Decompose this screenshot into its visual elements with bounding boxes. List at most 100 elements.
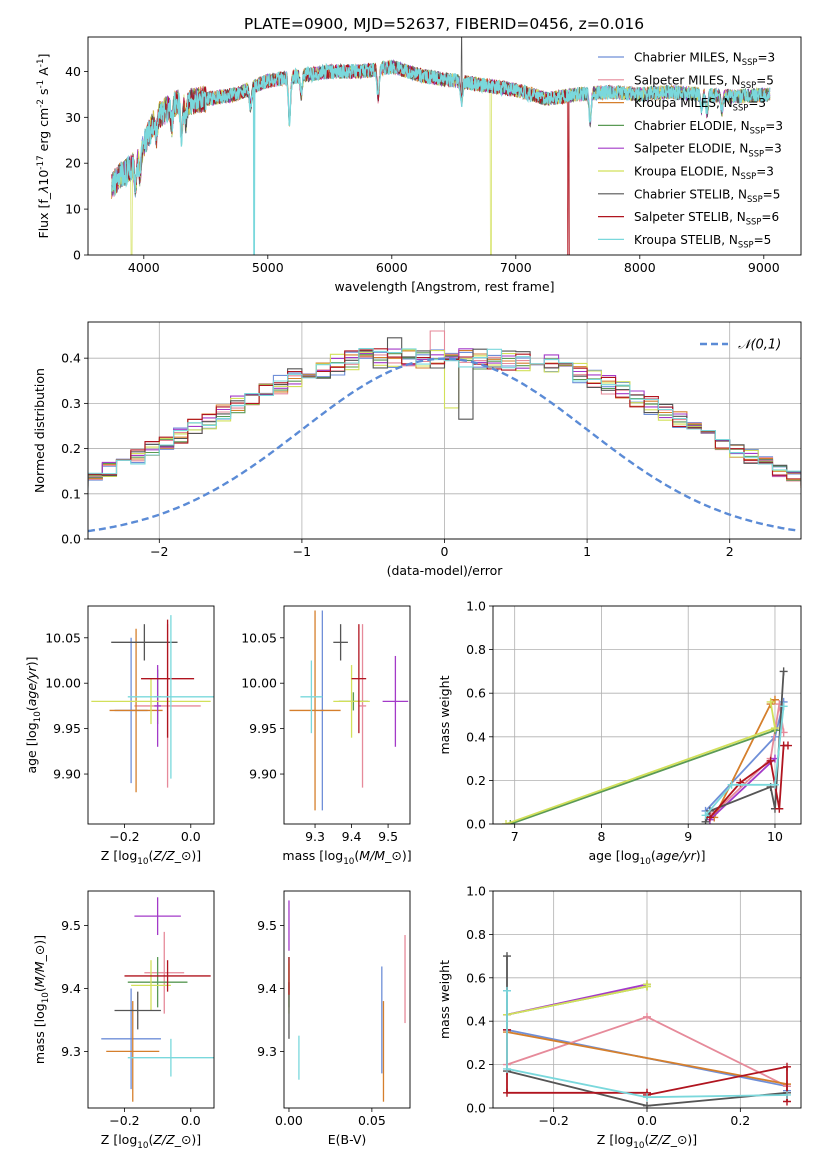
y-tick-label: 9.95 <box>53 721 81 736</box>
y-tick-label: 10.00 <box>45 676 81 691</box>
plot-area <box>101 897 214 1102</box>
x-axis-label: wavelength [Angstrom, rest frame] <box>334 279 554 294</box>
plot-area <box>503 952 791 1108</box>
y-tick-label: 9.90 <box>53 767 81 782</box>
x-tick-label: 0.0 <box>181 829 201 844</box>
x-tick-label: −2 <box>150 544 168 559</box>
subscript: 10 <box>343 857 355 867</box>
text-run: mass [log <box>32 1003 47 1064</box>
text-run: Salpeter ELODIE, N <box>634 142 748 156</box>
mass-weight-marker-c7 <box>766 756 775 765</box>
subscript: SSP <box>733 103 749 113</box>
x-axis-label: E(B-V) <box>328 1132 367 1147</box>
text-run: )] <box>24 656 39 666</box>
y-tick-label: 0.2 <box>466 1057 486 1072</box>
mass-vs-extinction-panel: 0.00 0.05 9.3 9.4 9.5 E(B-V) <box>257 890 411 1147</box>
text-run: Z [log <box>597 1132 633 1147</box>
text-run: 10 <box>36 170 51 186</box>
plot-area <box>110 37 771 255</box>
y-axis-label: mass [log10​(M/M_⊙)] <box>32 935 51 1064</box>
text-run: E(B-V) <box>328 1132 367 1147</box>
x-axis-label: Z [log10​(Z/Z_⊙)] <box>101 1132 201 1151</box>
subscript: SSP <box>742 57 758 67</box>
text-run: Chabrier ELODIE, N <box>634 119 750 133</box>
superscript: -1 <box>36 58 46 67</box>
legend-label: Kroupa STELIB, NSSP​=5 <box>634 233 771 250</box>
text-run: A <box>36 67 51 80</box>
text-run: ( <box>148 848 153 863</box>
x-tick-label: 0.2 <box>730 1113 750 1128</box>
y-tick-label: 9.4 <box>257 981 277 996</box>
y-tick-label: 9.4 <box>61 981 81 996</box>
y-tick-label: 0.3 <box>61 396 81 411</box>
x-tick-label: 9 <box>684 829 692 844</box>
superscript: -1 <box>36 80 46 89</box>
y-tick-label: 9.5 <box>257 918 277 933</box>
histogram-series-c8 <box>88 348 801 489</box>
math-run: age/yr <box>656 848 697 863</box>
mass-weight-line-c8 <box>704 706 785 816</box>
x-tick-label: −0.2 <box>109 1113 139 1128</box>
y-axis-label: Normed distribution <box>32 368 47 493</box>
mass-weight-line-c5 <box>505 701 777 824</box>
mass-weight-marker-c8 <box>701 811 710 820</box>
mass-weight-marker-c6 <box>503 952 511 961</box>
mass-weight-vs-age-panel: 7 8 9 10 0.0 0.2 0.4 0.6 0.8 1.0 age [log10​(age/y… <box>437 599 802 867</box>
y-tick-label: 9.3 <box>257 1044 277 1059</box>
x-tick-label: 0.0 <box>181 1113 201 1128</box>
mass-weight-marker-c7 <box>783 741 792 750</box>
math-run: 𝒩(0,1) <box>738 338 781 353</box>
plot-area <box>502 667 792 824</box>
axes-frame <box>283 890 411 1109</box>
mass-weight-marker-c7 <box>775 804 784 813</box>
plot-area <box>88 330 801 533</box>
text-run: mass weight <box>437 675 452 754</box>
figure-title: PLATE=0900, MJD=52637, FIBERID=0456, z=0… <box>244 15 644 33</box>
mass-weight-marker-c8 <box>783 1090 791 1099</box>
text-run: Chabrier MILES, N <box>634 51 742 65</box>
mass-weight-line-c3 <box>510 729 776 824</box>
mass-weight-marker-c2 <box>770 695 779 704</box>
subscript: 10 <box>137 1141 149 1151</box>
mass-weight-marker-c8 <box>503 986 511 995</box>
subscript: SSP <box>748 148 764 158</box>
mass-weight-marker-c3 <box>506 820 515 824</box>
x-tick-label: 0.00 <box>275 1113 303 1128</box>
text-run: =5 <box>763 187 781 201</box>
plot-area <box>288 900 406 1102</box>
subscript: SSP <box>746 217 762 227</box>
text-run: =3 <box>756 165 774 179</box>
y-axis-label: mass weight <box>437 675 452 754</box>
mass-weight-marker-c7 <box>783 1062 791 1071</box>
mass-weight-vs-metallicity-panel: −0.2 0.0 0.2 0.0 0.2 0.4 0.6 0.8 1.0 Z [log10​(Z/… <box>437 884 802 1151</box>
text-run: )] <box>32 935 47 945</box>
mass-weight-line-c8 <box>506 990 788 1099</box>
math-run: M/M_⊙ <box>32 945 47 988</box>
text-run: Z [log <box>101 1132 137 1147</box>
x-tick-label: 0.0 <box>637 1113 657 1128</box>
spectrum-series-c8 <box>110 59 771 255</box>
text-run: mass [log <box>282 848 343 863</box>
math-run: Z/Z_⊙ <box>648 1132 687 1147</box>
legend-label: Salpeter MILES, NSSP​=5 <box>634 73 774 90</box>
x-tick-label: 2 <box>726 544 734 559</box>
y-tick-label: 20 <box>65 156 81 171</box>
math-run: _λ <box>36 186 51 201</box>
y-tick-label: 0.2 <box>466 773 486 788</box>
x-axis-label: (data-model)/error <box>387 563 504 578</box>
text-run: s <box>36 88 51 99</box>
mass-weight-marker-c8 <box>770 780 779 789</box>
text-run: =5 <box>754 233 772 247</box>
y-tick-label: 9.5 <box>61 918 81 933</box>
text-run: =5 <box>756 73 774 87</box>
mass-weight-marker-c7 <box>503 1088 511 1097</box>
x-tick-label: −0.2 <box>109 829 139 844</box>
mass-weight-marker-c5 <box>770 724 779 733</box>
mass-weight-marker-c8 <box>643 1093 651 1102</box>
text-run: =3 <box>748 96 766 110</box>
mass-vs-metallicity-panel: −0.2 0.0 9.3 9.4 9.5 Z [log10​(Z/Z_⊙)] mass [l… <box>32 890 215 1151</box>
x-axis-label: mass [log10​(M/M_⊙)] <box>282 848 411 867</box>
y-tick-label: 10 <box>65 202 81 217</box>
y-axis-label: age [log10​(age/yr)] <box>24 656 43 773</box>
mass-weight-marker-c7 <box>705 813 714 822</box>
